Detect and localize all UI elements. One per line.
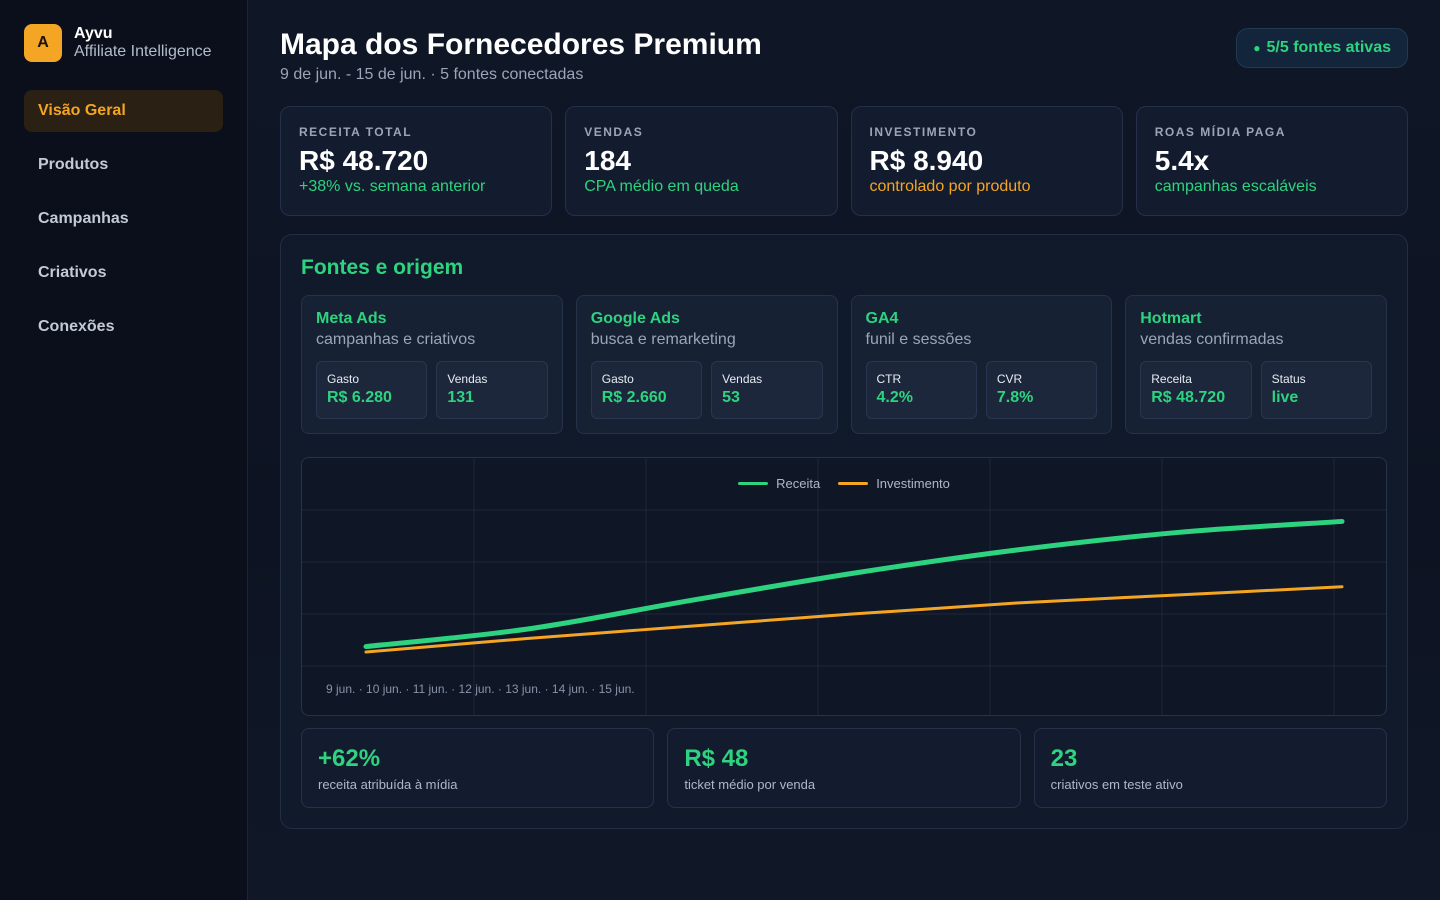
page-subtitle: 9 de jun. - 15 de jun. · 5 fontes conect… — [280, 66, 584, 83]
source-desc: funil e sessões — [865, 331, 972, 348]
source-metric: Status live — [1260, 361, 1372, 419]
series-line-receita[interactable] — [363, 518, 1345, 650]
sidebar-nav: Visão Geral Produtos Campanhas Criativos… — [24, 90, 223, 360]
kpi-note: CPA médio em queda — [584, 178, 739, 195]
stat-value: 23 — [1050, 745, 1078, 772]
legend-label: Receita — [776, 476, 821, 491]
revenue-investment-chart: Receita Investimento 9 jun. · 10 jun. · … — [301, 457, 1387, 716]
kpi-label: RECEITA TOTAL — [299, 125, 413, 139]
legend-item-receita[interactable]: Receita — [738, 476, 820, 491]
status-dot-icon: ● — [1253, 41, 1261, 55]
source-metric: Vendas 131 — [436, 361, 548, 419]
kpi-value: 5.4x — [1154, 145, 1210, 176]
legend-swatch — [738, 482, 769, 485]
stat-label: receita atribuída à mídia — [318, 777, 458, 792]
metric-value: live — [1271, 389, 1299, 406]
panel-title: Fontes e origem — [301, 256, 464, 279]
chart-x-axis-labels: 9 jun. · 10 jun. · 11 jun. · 12 jun. · 1… — [326, 682, 635, 696]
summary-stats: +62% receita atribuída à mídia R$ 48 tic… — [301, 728, 1387, 808]
source-metric: CTR 4.2% — [865, 361, 977, 419]
metric-label: CVR — [996, 372, 1023, 386]
sidebar-item-campanhas[interactable]: Campanhas — [38, 210, 129, 227]
sidebar-item-conexoes[interactable]: Conexões — [38, 318, 115, 335]
metric-value: 131 — [447, 389, 475, 406]
legend-label: Investimento — [876, 476, 950, 491]
chart-legend: Receita Investimento — [302, 476, 1386, 491]
kpi-note: controlado por produto — [869, 178, 1031, 195]
metric-label: Vendas — [722, 372, 763, 386]
chart-plot — [302, 458, 1386, 715]
kpi-card-investimento: INVESTIMENTO R$ 8.940 controlado por pro… — [850, 106, 1123, 216]
metric-label: Gasto — [327, 372, 360, 386]
source-name: Meta Ads — [316, 310, 387, 327]
brand-logo: A — [24, 24, 62, 62]
brand-subtitle: Affiliate Intelligence — [74, 43, 212, 60]
kpi-card-vendas: VENDAS 184 CPA médio em queda — [565, 106, 838, 216]
brand-name: Ayvu — [74, 25, 113, 42]
legend-item-investimento[interactable]: Investimento — [838, 476, 950, 491]
stat-label: ticket médio por venda — [684, 777, 816, 792]
source-metric: Receita R$ 48.720 — [1140, 361, 1252, 419]
source-name: Google Ads — [590, 310, 680, 327]
legend-swatch — [838, 482, 869, 485]
kpi-label: ROAS MÍDIA PAGA — [1154, 125, 1286, 139]
stat-card: +62% receita atribuída à mídia — [301, 728, 655, 808]
source-card-ga4[interactable]: GA4 funil e sessões CTR 4.2% CVR 7.8% — [850, 295, 1113, 434]
stat-value: R$ 48 — [684, 745, 749, 772]
source-cards: Meta Ads campanhas e criativos Gasto R$ … — [301, 295, 1387, 434]
source-metric: Gasto R$ 6.280 — [316, 361, 428, 419]
kpi-card-roas: ROAS MÍDIA PAGA 5.4x campanhas escalávei… — [1135, 106, 1408, 216]
kpi-label: VENDAS — [584, 125, 644, 139]
status-badge-label: 5/5 fontes ativas — [1266, 39, 1392, 56]
kpi-label: INVESTIMENTO — [869, 125, 978, 139]
source-desc: busca e remarketing — [590, 331, 736, 348]
kpi-row: RECEITA TOTAL R$ 48.720 +38% vs. semana … — [280, 106, 1408, 216]
metric-value: 7.8% — [996, 389, 1034, 406]
kpi-note: campanhas escaláveis — [1154, 178, 1317, 195]
stat-value: +62% — [318, 745, 381, 772]
kpi-note: +38% vs. semana anterior — [299, 178, 486, 195]
sources-panel: Fontes e origem Meta Ads campanhas e cri… — [280, 234, 1408, 829]
sidebar-item-produtos[interactable]: Produtos — [38, 156, 109, 173]
sidebar: A Ayvu Affiliate Intelligence Visão Gera… — [0, 0, 248, 900]
source-desc: campanhas e criativos — [316, 331, 476, 348]
source-metric: Gasto R$ 2.660 — [590, 361, 703, 419]
source-card-meta-ads[interactable]: Meta Ads campanhas e criativos Gasto R$ … — [301, 295, 563, 434]
metric-label: Receita — [1151, 372, 1192, 386]
sidebar-item-visao-geral[interactable]: Visão Geral — [24, 90, 223, 132]
series-line-investimento[interactable] — [364, 585, 1344, 654]
main-content: Mapa dos Fornecedores Premium 9 de jun. … — [248, 0, 1440, 900]
metric-label: Gasto — [601, 372, 634, 386]
sidebar-item-criativos[interactable]: Criativos — [38, 264, 107, 281]
metric-value: 53 — [722, 389, 740, 406]
stat-card: R$ 48 ticket médio por venda — [667, 728, 1021, 808]
source-metric: CVR 7.8% — [985, 361, 1098, 419]
metric-value: R$ 2.660 — [601, 389, 667, 406]
source-name: Hotmart — [1140, 310, 1202, 327]
metric-label: Status — [1271, 372, 1306, 386]
source-card-google-ads[interactable]: Google Ads busca e remarketing Gasto R$ … — [575, 295, 838, 434]
metric-value: R$ 48.720 — [1151, 389, 1226, 406]
stat-card: 23 criativos em teste ativo — [1033, 728, 1387, 808]
source-metric: Vendas 53 — [711, 361, 823, 419]
kpi-value: R$ 8.940 — [869, 145, 984, 176]
source-card-hotmart[interactable]: Hotmart vendas confirmadas Receita R$ 48… — [1125, 295, 1387, 434]
page-title: Mapa dos Fornecedores Premium — [280, 28, 762, 61]
status-badge[interactable]: ● 5/5 fontes ativas — [1236, 28, 1408, 68]
brand: A Ayvu Affiliate Intelligence — [24, 24, 212, 62]
metric-value: 4.2% — [876, 389, 913, 406]
metric-label: Vendas — [447, 372, 488, 386]
kpi-card-receita: RECEITA TOTAL R$ 48.720 +38% vs. semana … — [280, 106, 553, 216]
source-desc: vendas confirmadas — [1140, 331, 1284, 348]
metric-label: CTR — [876, 372, 902, 386]
stat-label: criativos em teste ativo — [1050, 777, 1183, 792]
kpi-value: 184 — [584, 145, 631, 176]
metric-value: R$ 6.280 — [327, 389, 392, 406]
source-name: GA4 — [865, 310, 899, 327]
kpi-value: R$ 48.720 — [299, 145, 429, 176]
